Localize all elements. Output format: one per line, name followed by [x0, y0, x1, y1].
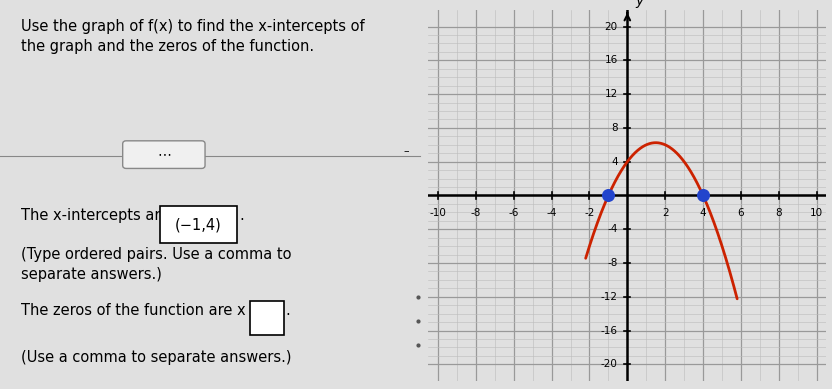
Text: The x-intercepts are: The x-intercepts are	[21, 208, 174, 223]
Text: Use the graph of f(x) to find the x-intercepts of
the graph and the zeros of the: Use the graph of f(x) to find the x-inte…	[21, 19, 364, 54]
Text: ⋯: ⋯	[157, 148, 171, 161]
Text: (Type ordered pairs. Use a comma to
separate answers.): (Type ordered pairs. Use a comma to sepa…	[21, 247, 291, 282]
Text: 12: 12	[605, 89, 618, 99]
Text: 16: 16	[605, 55, 618, 65]
Text: -4: -4	[607, 224, 618, 234]
Text: -16: -16	[601, 326, 618, 336]
Text: -2: -2	[584, 208, 595, 218]
Text: –: –	[404, 146, 409, 156]
Text: 2: 2	[662, 208, 669, 218]
FancyBboxPatch shape	[160, 206, 237, 243]
FancyBboxPatch shape	[122, 141, 205, 168]
Text: y: y	[635, 0, 643, 8]
Text: .: .	[285, 303, 290, 319]
Text: 4: 4	[700, 208, 706, 218]
Text: -10: -10	[429, 208, 447, 218]
Text: -8: -8	[607, 258, 618, 268]
Text: -12: -12	[601, 292, 618, 302]
Text: -6: -6	[508, 208, 519, 218]
Text: 4: 4	[612, 157, 618, 167]
Text: -4: -4	[547, 208, 557, 218]
Text: -8: -8	[471, 208, 481, 218]
Text: 8: 8	[775, 208, 782, 218]
Text: 20: 20	[605, 22, 618, 32]
Text: (−1,4): (−1,4)	[176, 217, 222, 232]
Text: The zeros of the function are x =: The zeros of the function are x =	[21, 303, 267, 319]
Text: .: .	[240, 208, 245, 223]
Point	[696, 193, 710, 198]
Text: (Use a comma to separate answers.): (Use a comma to separate answers.)	[21, 350, 291, 365]
FancyBboxPatch shape	[250, 301, 284, 335]
Text: 6: 6	[738, 208, 745, 218]
Text: -20: -20	[601, 359, 618, 369]
Point	[602, 193, 615, 198]
Text: 8: 8	[612, 123, 618, 133]
Text: 10: 10	[810, 208, 824, 218]
